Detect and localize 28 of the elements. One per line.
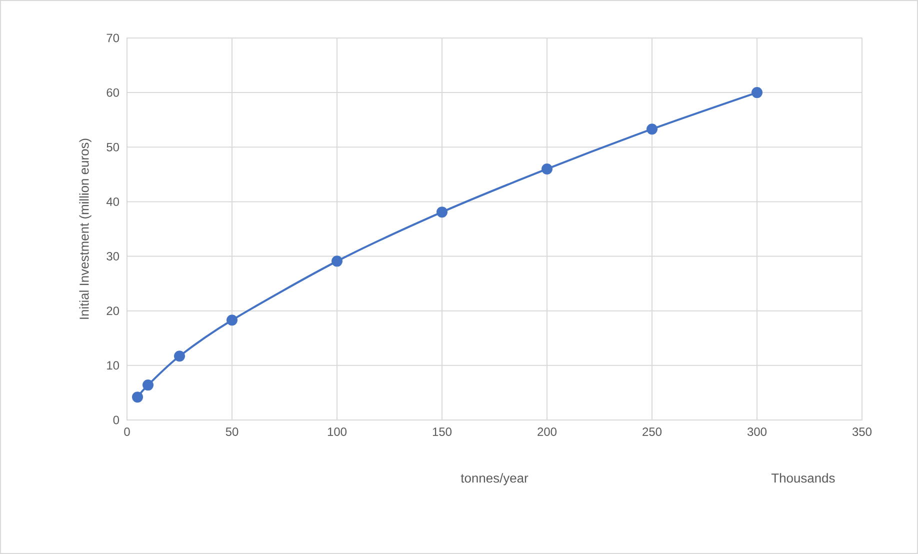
y-tick-label: 60: [106, 88, 120, 97]
x-tick-label: 50: [226, 428, 238, 436]
point: [132, 392, 144, 403]
y-axis-title: Initial Investment (million euros): [79, 138, 92, 319]
point: [332, 256, 343, 267]
x-tick-label: 250: [642, 428, 662, 436]
y-tick-label: 30: [106, 252, 120, 260]
point: [174, 350, 186, 362]
x-tick-label: 0: [124, 428, 130, 436]
x-tick-label: 100: [328, 428, 347, 436]
point: [142, 380, 154, 391]
y-tick-label: 40: [106, 197, 120, 206]
y-tick-label: 0: [113, 416, 120, 424]
x-tick-label: 300: [747, 428, 767, 436]
point: [542, 163, 553, 174]
text: Thousands: [771, 473, 835, 483]
y-tick-label: 20: [106, 306, 120, 316]
point: [226, 314, 238, 326]
x-axis-title: tonnes/year: [460, 473, 528, 486]
y-tick-label: 50: [106, 142, 120, 152]
point: [436, 206, 448, 218]
x-tick-label: 350: [852, 428, 872, 436]
point: [752, 87, 763, 98]
x-tick-label: 200: [538, 428, 557, 436]
y-tick-label: 10: [107, 361, 120, 370]
y-tick-label: 70: [106, 34, 120, 42]
x-tick-label: 150: [432, 428, 452, 436]
point: [646, 124, 658, 135]
